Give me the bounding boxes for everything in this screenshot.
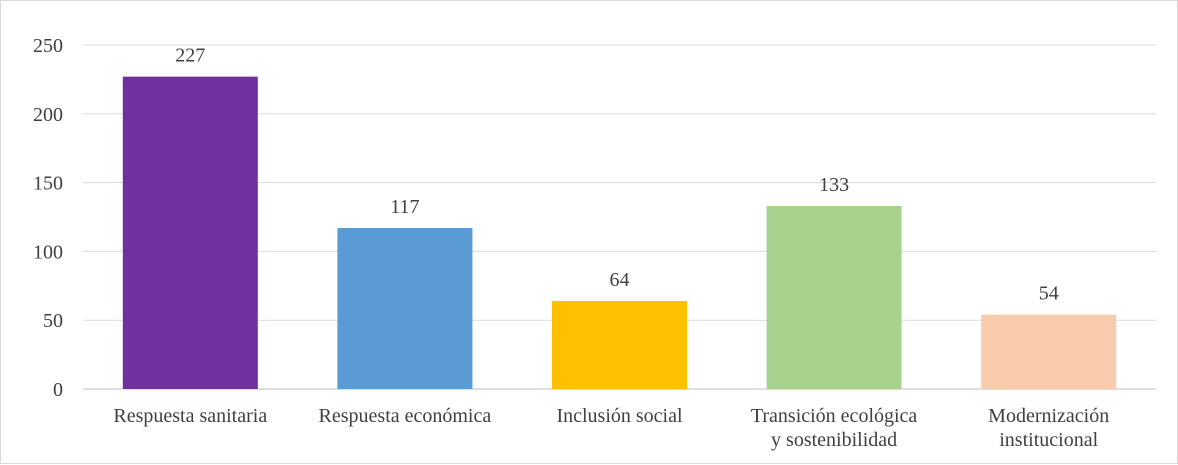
data-label: 227 [175, 45, 205, 67]
gridlines [83, 44, 1156, 390]
bar [552, 300, 687, 389]
y-tick-label: 150 [33, 173, 63, 195]
y-tick-label: 50 [43, 310, 63, 332]
y-tick-label: 0 [53, 379, 63, 401]
x-category-label: Inclusión social [556, 405, 683, 427]
x-category-label: Respuesta económica [319, 405, 492, 427]
y-tick-label: 200 [33, 104, 63, 126]
y-axis-ticks: 0 50 100 150 200 250 [33, 35, 63, 401]
data-label: 133 [819, 174, 849, 196]
x-category-label: institucional [999, 429, 1098, 451]
x-category-label: Modernización [988, 405, 1109, 427]
data-label: 117 [390, 196, 419, 218]
data-label: 54 [1039, 283, 1059, 305]
bar [122, 76, 258, 389]
bar [766, 205, 902, 389]
bar [337, 228, 473, 389]
bars [122, 76, 1117, 389]
y-tick-label: 100 [33, 241, 63, 263]
bar [981, 314, 1117, 389]
x-category-label: Respuesta sanitaria [113, 405, 267, 427]
x-axis-categories: Respuesta sanitaria Respuesta económica In… [113, 405, 1109, 451]
x-category-label: y sostenibilidad [771, 429, 897, 451]
data-labels: 227 117 64 133 54 [175, 45, 1058, 305]
y-tick-label: 250 [33, 35, 63, 57]
data-label: 64 [610, 269, 630, 291]
x-category-label: Transición ecológica [751, 405, 918, 427]
